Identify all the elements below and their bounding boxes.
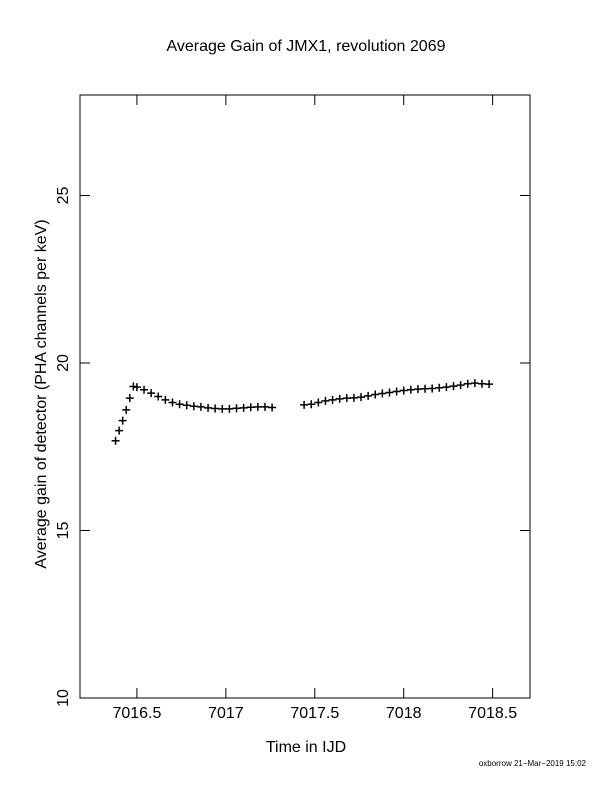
- x-tick-label: 7017: [208, 705, 244, 722]
- point: [239, 403, 248, 412]
- y-tick-label: 10: [55, 689, 72, 707]
- point: [314, 398, 323, 407]
- point: [118, 416, 127, 425]
- y-tick-label: 25: [55, 187, 72, 205]
- point: [218, 404, 227, 413]
- point: [168, 398, 177, 407]
- x-tick-label: 7018: [386, 705, 422, 722]
- point: [140, 385, 149, 394]
- point: [342, 394, 351, 403]
- point: [260, 402, 269, 411]
- point: [154, 392, 163, 401]
- point: [232, 404, 241, 413]
- point: [364, 391, 373, 400]
- point: [125, 394, 134, 403]
- point: [246, 403, 255, 412]
- point: [485, 380, 494, 389]
- point: [122, 405, 131, 414]
- point: [406, 385, 415, 394]
- point: [147, 389, 156, 398]
- x-tick-label: 7016.5: [112, 705, 161, 722]
- point: [225, 404, 234, 413]
- point: [111, 436, 120, 445]
- point: [253, 402, 262, 411]
- point: [470, 379, 479, 388]
- footer: oxborrow 21−Mar−2019 15:02: [479, 759, 587, 768]
- point: [268, 403, 277, 412]
- point: [196, 402, 205, 411]
- point: [413, 385, 422, 394]
- point: [449, 382, 458, 391]
- x-axis-label: Time in IJD: [266, 739, 346, 756]
- x-tick-label: 7017.5: [290, 705, 339, 722]
- chart-title: Average Gain of JMX1, revolution 2069: [167, 38, 446, 55]
- point: [442, 383, 451, 392]
- point: [307, 400, 316, 409]
- point: [421, 384, 430, 393]
- point: [477, 379, 486, 388]
- point: [161, 395, 170, 404]
- point: [435, 383, 444, 392]
- point: [211, 404, 220, 413]
- y-tick-label: 15: [55, 522, 72, 540]
- point: [328, 395, 337, 404]
- point: [371, 390, 380, 399]
- point: [132, 383, 141, 392]
- point: [392, 387, 401, 396]
- point: [399, 386, 408, 395]
- plot-frame: [79, 94, 531, 699]
- point: [204, 403, 213, 412]
- y-axis-label: Average gain of detector (PHA channels p…: [33, 219, 50, 568]
- point: [321, 396, 330, 405]
- point: [189, 402, 198, 411]
- point: [428, 384, 437, 393]
- point: [378, 389, 387, 398]
- point: [463, 379, 472, 388]
- point: [349, 393, 358, 402]
- x-tick-label: 7018.5: [468, 705, 517, 722]
- point: [456, 381, 465, 390]
- point: [385, 388, 394, 397]
- y-tick-label: 20: [55, 354, 72, 372]
- point: [300, 400, 309, 409]
- point: [335, 394, 344, 403]
- point: [357, 393, 366, 402]
- point: [175, 400, 184, 409]
- point: [182, 401, 191, 410]
- point: [115, 426, 124, 435]
